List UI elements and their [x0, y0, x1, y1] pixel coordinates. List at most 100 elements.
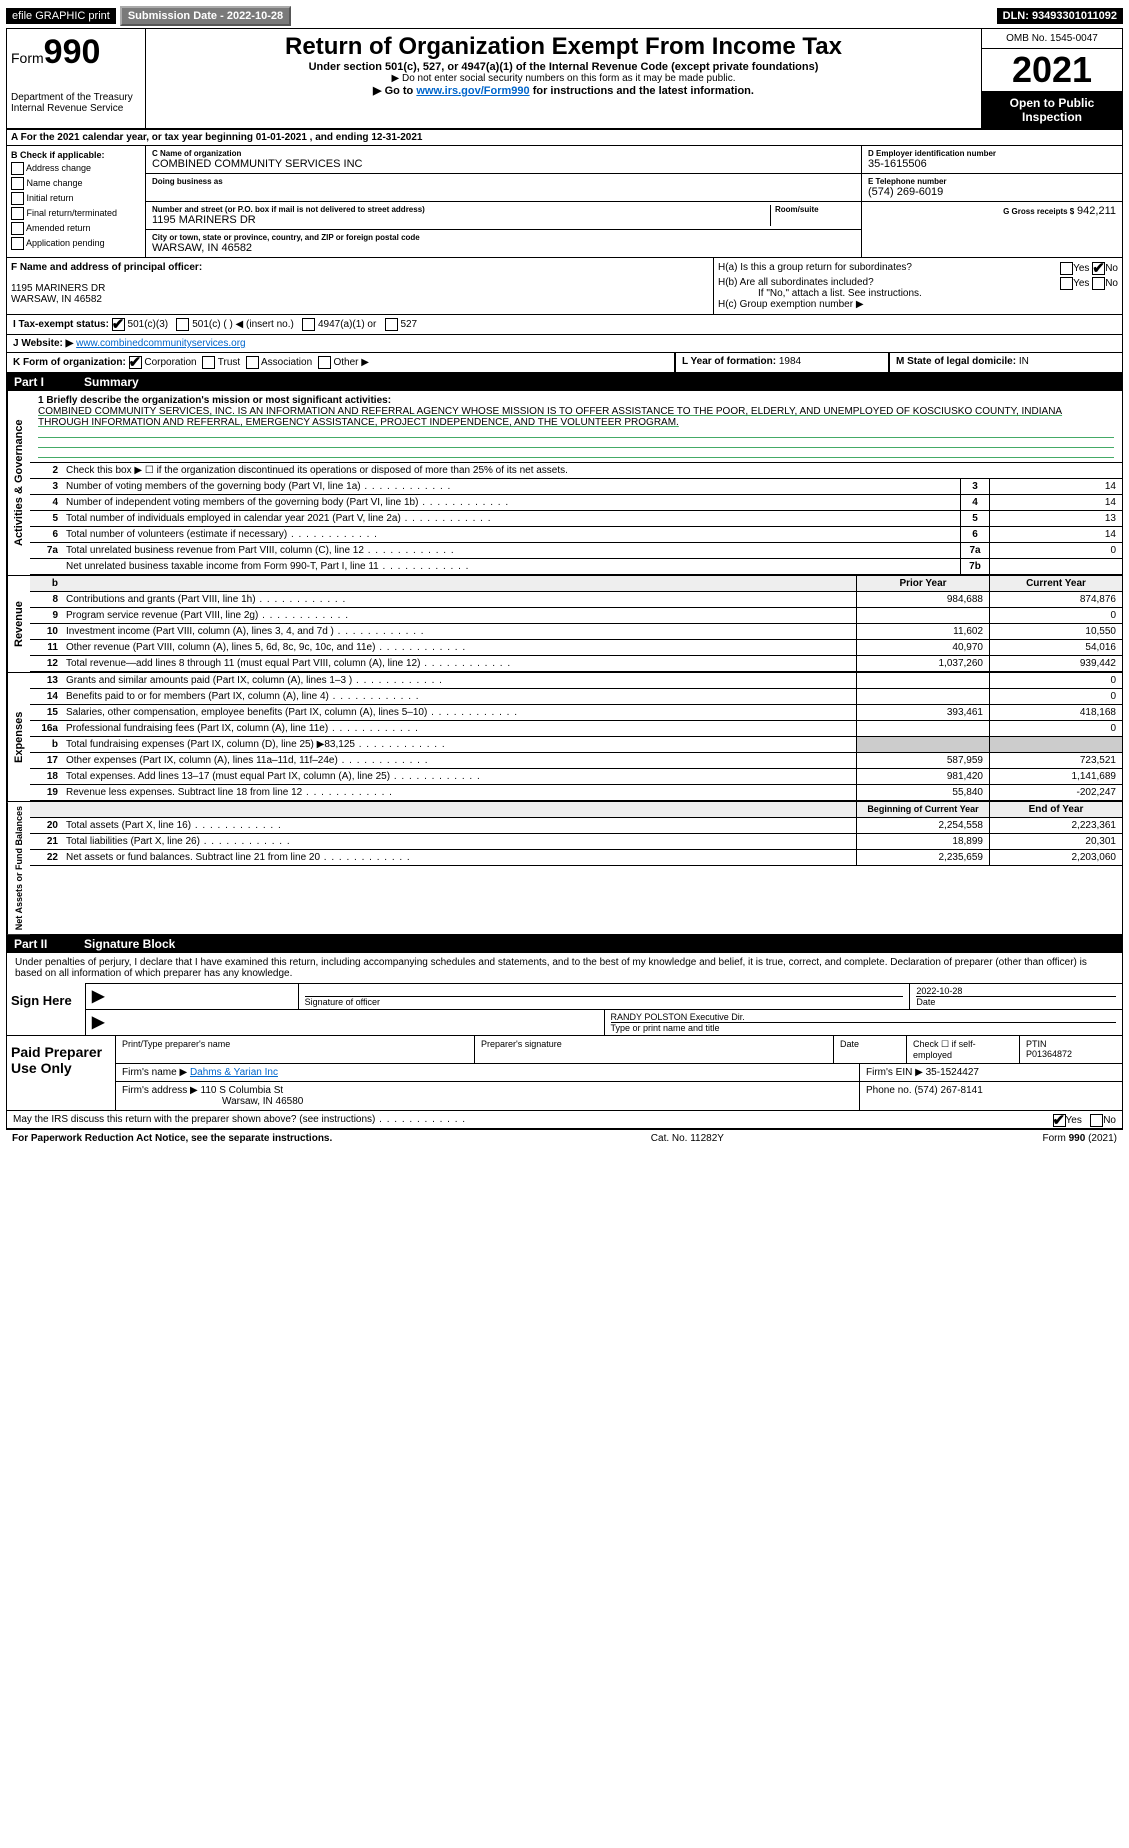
room-label: Room/suite: [775, 205, 855, 214]
box-deg: D Employer identification number 35-1615…: [861, 146, 1122, 257]
sig-officer-label: Signature of officer: [305, 996, 904, 1007]
check-527[interactable]: [385, 318, 398, 331]
side-expenses: Expenses: [7, 673, 30, 801]
open-public-label: Open to Public Inspection: [982, 92, 1122, 128]
check-other[interactable]: [318, 356, 331, 369]
city-state-zip: WARSAW, IN 46582: [152, 242, 855, 254]
check-trust[interactable]: [202, 356, 215, 369]
table-row: 18Total expenses. Add lines 13–17 (must …: [30, 769, 1122, 785]
org-name-label: C Name of organization: [152, 149, 855, 158]
discuss-yes[interactable]: [1053, 1114, 1066, 1127]
mission-text: COMBINED COMMUNITY SERVICES, INC. IS AN …: [38, 406, 1114, 428]
sign-here-label: Sign Here: [7, 983, 86, 1035]
declaration-text: Under penalties of perjury, I declare th…: [7, 953, 1122, 983]
state-domicile: IN: [1019, 356, 1029, 367]
box-h: H(a) Is this a group return for subordin…: [714, 258, 1122, 314]
table-row: 15Salaries, other compensation, employee…: [30, 705, 1122, 721]
topbar: efile GRAPHIC print Submission Date - 20…: [6, 6, 1123, 26]
form-id-box: Form990 Department of the Treasury Inter…: [7, 29, 146, 128]
ha-yes[interactable]: [1060, 262, 1073, 275]
paid-preparer: Paid Preparer Use Only Print/Type prepar…: [7, 1035, 1122, 1110]
check-corp[interactable]: [129, 356, 142, 369]
gross-receipts-label: G Gross receipts $: [1003, 207, 1074, 216]
checkbox-address-change[interactable]: [11, 162, 24, 175]
checkbox-initial-return[interactable]: [11, 192, 24, 205]
table-row: 17Other expenses (Part IX, column (A), l…: [30, 753, 1122, 769]
org-name: COMBINED COMMUNITY SERVICES INC: [152, 158, 855, 170]
street-address: 1195 MARINERS DR: [152, 214, 770, 226]
side-revenue: Revenue: [7, 576, 30, 672]
phone-value: (574) 269-6019: [868, 186, 1116, 198]
checkbox-final-return[interactable]: [11, 207, 24, 220]
irs-link[interactable]: www.irs.gov/Form990: [416, 85, 529, 97]
gov-row: 3Number of voting members of the governi…: [30, 479, 1122, 495]
activities-governance: Activities & Governance 1 Briefly descri…: [6, 391, 1123, 576]
side-netassets: Net Assets or Fund Balances: [7, 802, 30, 934]
ptin-value: P01364872: [1026, 1049, 1072, 1059]
hb-no[interactable]: [1092, 277, 1105, 290]
website-link[interactable]: www.combinedcommunityservices.org: [76, 338, 246, 349]
firm-addr1: 110 S Columbia St: [201, 1085, 284, 1096]
table-row: 12Total revenue—add lines 8 through 11 (…: [30, 656, 1122, 672]
phone-label: E Telephone number: [868, 177, 1116, 186]
box-c: C Name of organization COMBINED COMMUNIT…: [146, 146, 861, 257]
gov-row: 4Number of independent voting members of…: [30, 495, 1122, 511]
check-assoc[interactable]: [246, 356, 259, 369]
table-row: 14Benefits paid to or for members (Part …: [30, 689, 1122, 705]
table-row: bTotal fundraising expenses (Part IX, co…: [30, 737, 1122, 753]
firm-ein: 35-1524427: [926, 1067, 979, 1078]
ha-no[interactable]: [1092, 262, 1105, 275]
part2-header: Part II Signature Block: [6, 935, 1123, 953]
footer-right: Form 990 (2021): [1043, 1133, 1118, 1144]
table-row: 21Total liabilities (Part X, line 26)18,…: [30, 834, 1122, 850]
efile-label: efile GRAPHIC print: [6, 8, 116, 24]
discuss-no[interactable]: [1090, 1114, 1103, 1127]
box-b-title: B Check if applicable:: [11, 150, 141, 160]
omb-number: OMB No. 1545-0047: [982, 29, 1122, 49]
checkbox-pending[interactable]: [11, 237, 24, 250]
check-4947[interactable]: [302, 318, 315, 331]
form-subtitle: Under section 501(c), 527, or 4947(a)(1)…: [154, 61, 973, 73]
gov-row: 5Total number of individuals employed in…: [30, 511, 1122, 527]
form-year-box: OMB No. 1545-0047 2021 Open to Public In…: [981, 29, 1122, 128]
hc-label: H(c) Group exemption number ▶: [718, 299, 1118, 310]
checkbox-amended[interactable]: [11, 222, 24, 235]
officer-addr2: WARSAW, IN 46582: [11, 294, 709, 305]
name-label: Type or print name and title: [611, 1022, 1117, 1033]
form-prefix: Form: [11, 50, 44, 66]
firm-name-link[interactable]: Dahms & Yarian Inc: [190, 1067, 278, 1078]
signature-block: Under penalties of perjury, I declare th…: [6, 953, 1123, 1129]
footer: For Paperwork Reduction Act Notice, see …: [6, 1129, 1123, 1147]
officer-label: F Name and address of principal officer:: [11, 262, 709, 273]
table-row: 8Contributions and grants (Part VIII, li…: [30, 592, 1122, 608]
gov-row: 7aTotal unrelated business revenue from …: [30, 543, 1122, 559]
col-header-row: b Prior Year Current Year: [30, 576, 1122, 592]
form-note-2: ▶ Go to www.irs.gov/Form990 for instruct…: [154, 84, 973, 97]
footer-left: For Paperwork Reduction Act Notice, see …: [12, 1133, 332, 1144]
mission-box: 1 Briefly describe the organization's mi…: [30, 391, 1122, 463]
hb-label: H(b) Are all subordinates included?: [718, 277, 874, 288]
arrow-icon: ▶: [92, 1012, 104, 1032]
side-activities: Activities & Governance: [7, 391, 30, 575]
check-501c[interactable]: [176, 318, 189, 331]
paid-preparer-label: Paid Preparer Use Only: [7, 1036, 115, 1110]
discuss-row: May the IRS discuss this return with the…: [7, 1110, 1122, 1128]
submission-date-button[interactable]: Submission Date - 2022-10-28: [120, 6, 291, 26]
check-501c3[interactable]: [112, 318, 125, 331]
ein-value: 35-1615506: [868, 158, 1116, 170]
table-row: 11Other revenue (Part VIII, column (A), …: [30, 640, 1122, 656]
hb-yes[interactable]: [1060, 277, 1073, 290]
box-m: M State of legal domicile: IN: [889, 353, 1123, 373]
irs-label: Internal Revenue Service: [11, 103, 141, 114]
checkbox-name-change[interactable]: [11, 177, 24, 190]
arrow-icon: ▶: [92, 986, 104, 1006]
dln-label: DLN: 93493301011092: [997, 8, 1123, 24]
form-number: 990: [44, 33, 101, 71]
table-row: 22Net assets or fund balances. Subtract …: [30, 850, 1122, 866]
gov-row: 2Check this box ▶ ☐ if the organization …: [30, 463, 1122, 479]
gov-row: Net unrelated business taxable income fr…: [30, 559, 1122, 575]
date-label: Date: [916, 996, 1116, 1007]
dept-label: Department of the Treasury: [11, 92, 141, 103]
net-header-row: Beginning of Current Year End of Year: [30, 802, 1122, 818]
table-row: 19Revenue less expenses. Subtract line 1…: [30, 785, 1122, 801]
